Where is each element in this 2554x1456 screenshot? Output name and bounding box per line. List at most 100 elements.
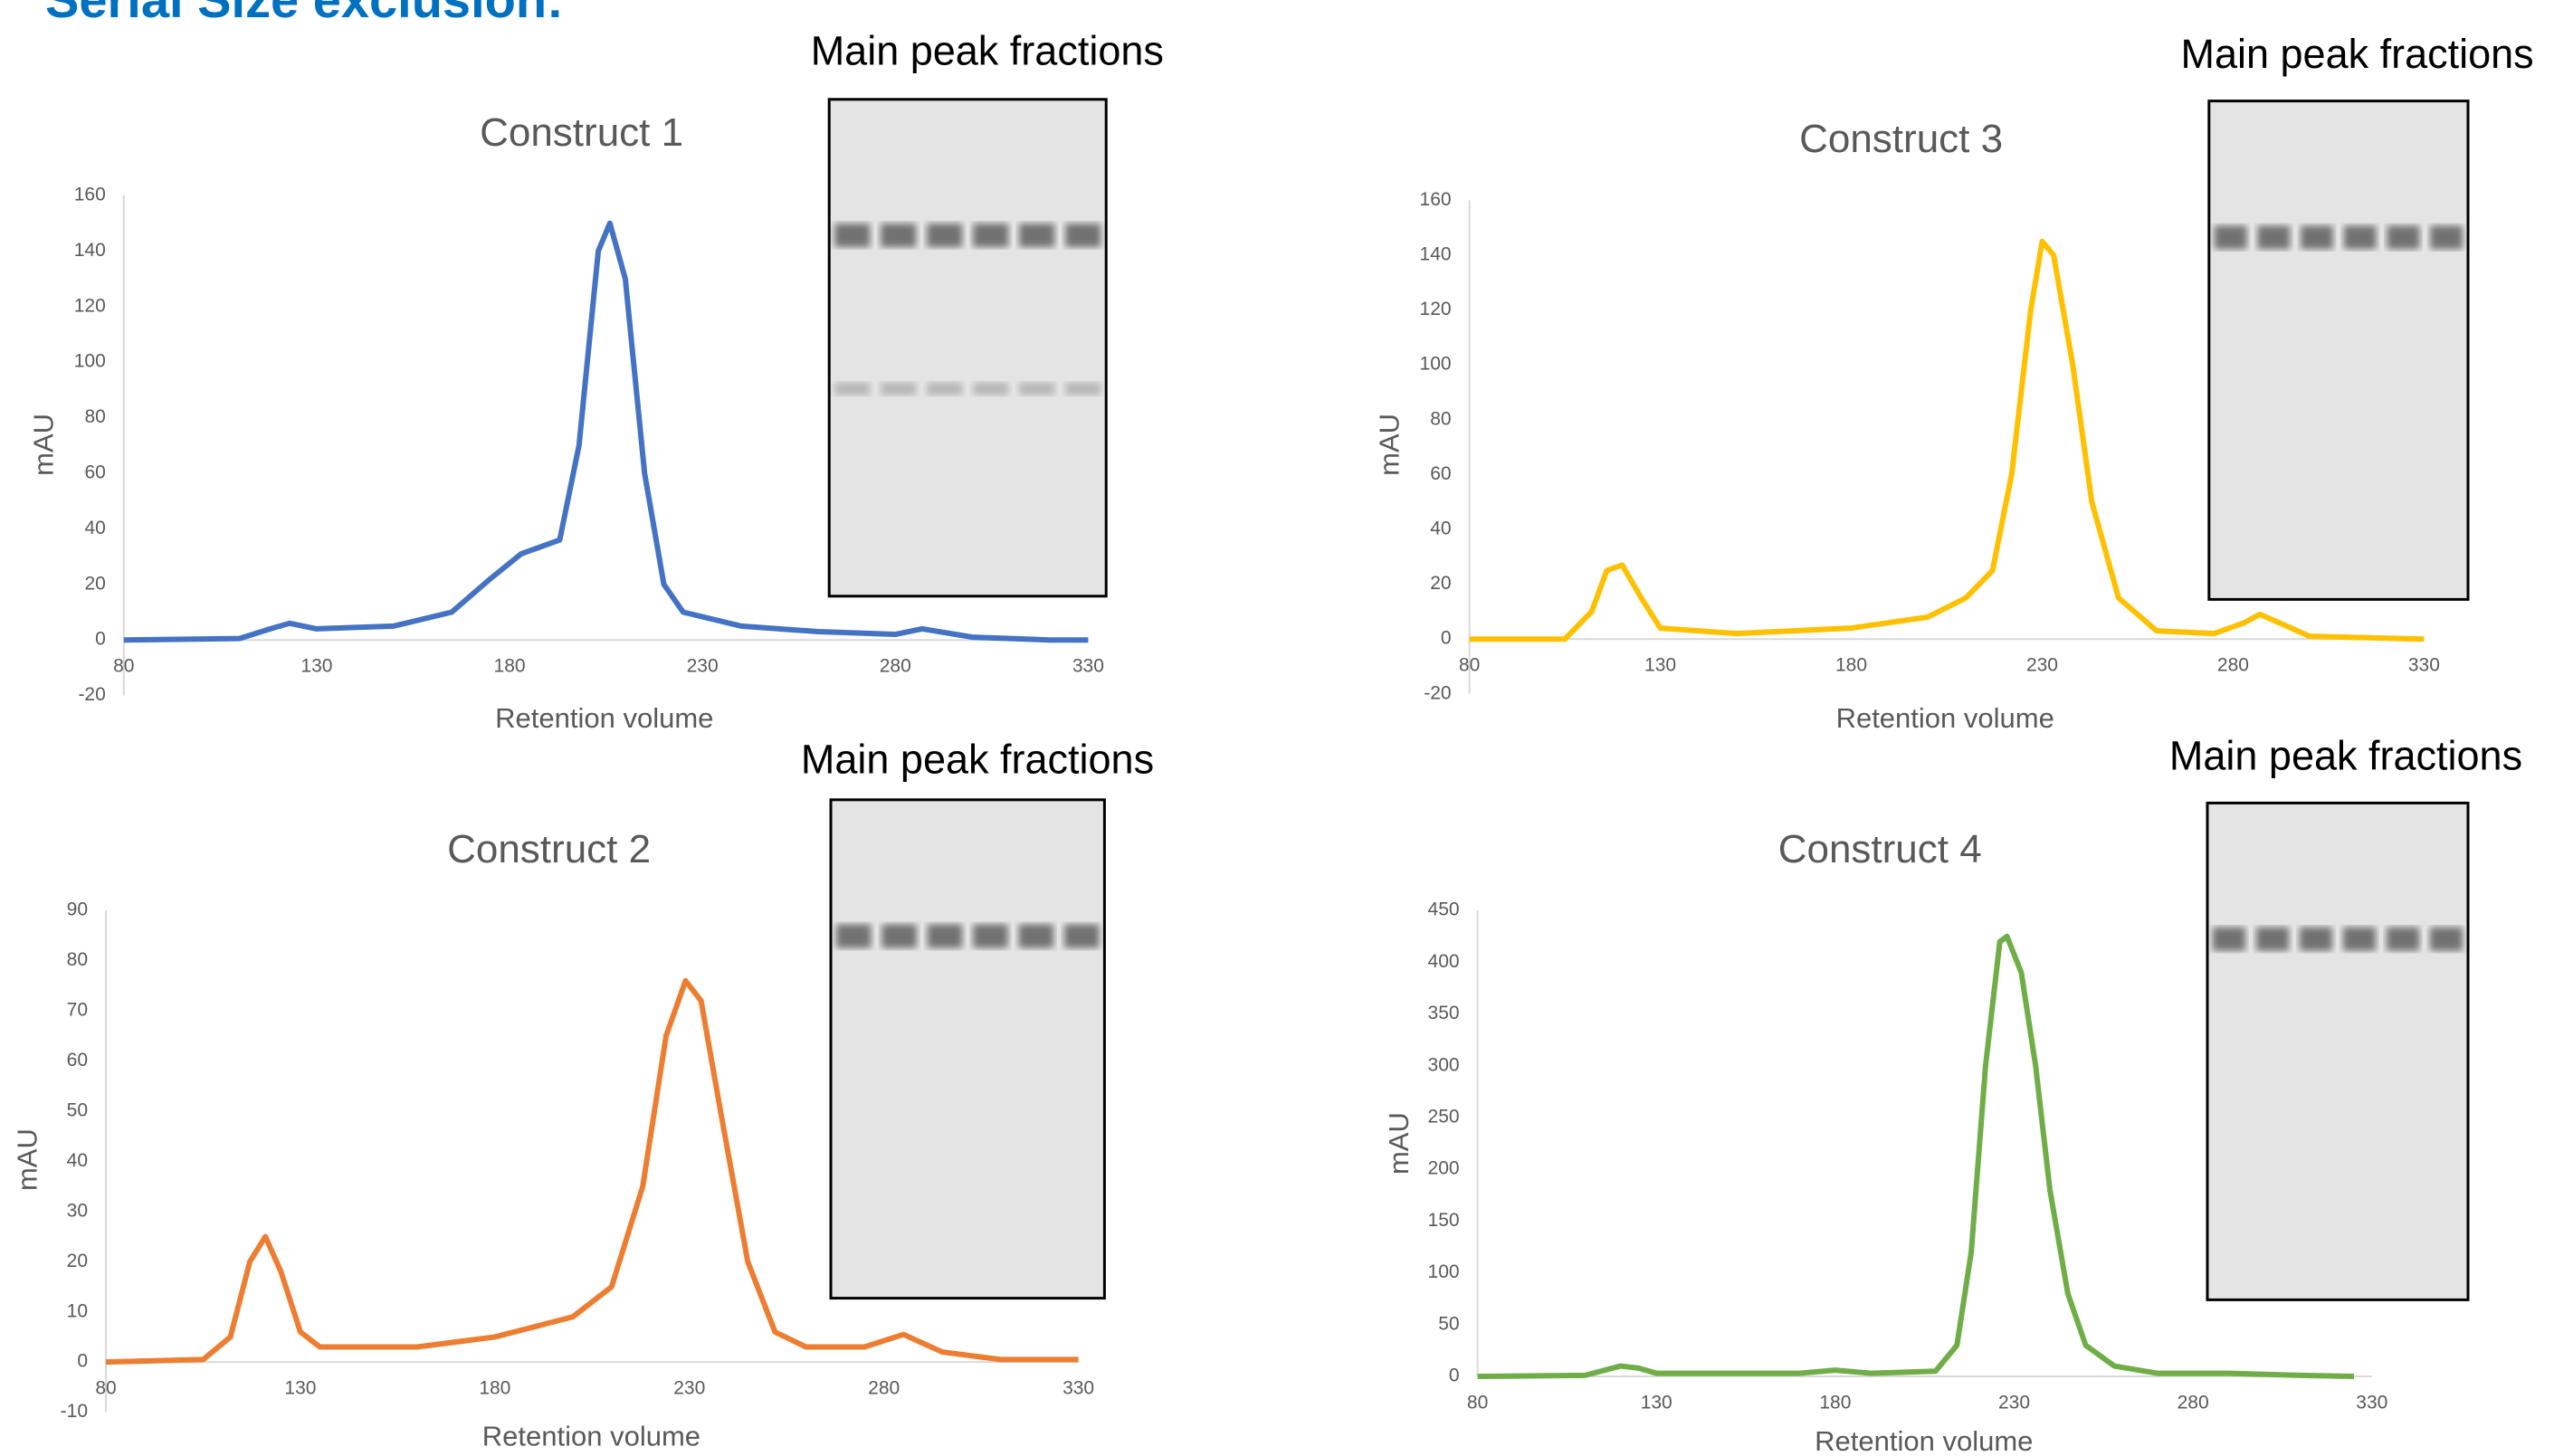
y-tick-label: 0 (1449, 1366, 1460, 1386)
y-tick-label: 0 (1441, 628, 1452, 649)
y-tick-label: 20 (1430, 573, 1451, 594)
x-axis-title: Retention volume (1815, 1425, 2033, 1456)
gel-band (2387, 928, 2419, 951)
x-tick-label: 80 (95, 1378, 116, 1399)
x-tick-label: 230 (1998, 1393, 2030, 1413)
gel-image (829, 100, 1106, 596)
gel-band (1064, 925, 1099, 948)
y-tick-label: 100 (1428, 1261, 1460, 1282)
slide: Serial Size exclusion: Main peak fractio… (0, 0, 2554, 1456)
y-tick-label: 70 (67, 1000, 88, 1021)
chart-title: Construct 3 (1799, 117, 2003, 161)
gel-band (2300, 928, 2332, 951)
x-tick-label: 130 (284, 1378, 316, 1399)
y-tick-label: 0 (77, 1351, 88, 1372)
gel-annotation: Main peak fractions (2180, 31, 2533, 77)
y-tick-label: 150 (1428, 1210, 1460, 1231)
y-tick-label: 350 (1428, 1003, 1460, 1023)
gel-band (882, 925, 916, 948)
y-tick-label: 60 (84, 462, 105, 483)
gel-image (2207, 803, 2468, 1299)
x-tick-label: 80 (1467, 1393, 1488, 1413)
x-tick-label: 280 (880, 656, 911, 677)
gel-band (834, 224, 870, 247)
y-tick-label: -10 (61, 1401, 88, 1422)
gel-band (881, 383, 916, 395)
x-tick-label: 280 (868, 1378, 900, 1399)
y-tick-label: 90 (67, 899, 88, 920)
x-tick-label: 80 (1459, 655, 1480, 676)
gel-band (973, 383, 1008, 395)
x-tick-label: 80 (113, 656, 134, 677)
gel-image (831, 800, 1104, 1299)
gel-band (834, 383, 870, 395)
y-tick-label: 20 (84, 573, 105, 594)
gel-band (2343, 928, 2376, 951)
x-tick-label: 180 (1835, 655, 1867, 676)
gel-annotation: Main peak fractions (801, 736, 1154, 782)
x-tick-label: 230 (2026, 655, 2058, 676)
x-tick-label: 330 (2408, 655, 2440, 676)
gel-band (2301, 225, 2333, 249)
x-tick-label: 180 (1819, 1393, 1851, 1413)
y-tick-label: 60 (67, 1050, 88, 1071)
gel-band (881, 224, 916, 247)
y-axis-title: mAU (12, 1128, 43, 1191)
gel-band (928, 925, 962, 948)
gel-band (2430, 225, 2463, 249)
y-tick-label: 120 (1420, 299, 1452, 319)
gel-band (973, 925, 1007, 948)
y-tick-label: 50 (67, 1100, 88, 1121)
y-tick-label: 20 (67, 1251, 88, 1271)
x-tick-label: 280 (2178, 1393, 2209, 1413)
y-tick-label: 140 (1420, 244, 1452, 265)
y-tick-label: 160 (1420, 189, 1452, 210)
chart-title: Construct 4 (1778, 827, 1982, 871)
y-tick-label: -20 (1424, 682, 1451, 703)
gel-band (2215, 225, 2247, 249)
y-axis-title: mAU (1373, 414, 1405, 476)
y-tick-label: 40 (67, 1150, 88, 1171)
chart-title: Construct 2 (447, 827, 651, 871)
gel-band (2387, 225, 2420, 249)
x-axis-title: Retention volume (1836, 702, 2054, 734)
y-tick-label: 100 (1420, 354, 1452, 375)
gel-band (973, 224, 1008, 247)
x-tick-label: 330 (2356, 1393, 2387, 1413)
gel-band (2258, 225, 2291, 249)
y-tick-label: 10 (67, 1300, 88, 1321)
y-tick-label: 450 (1428, 899, 1460, 920)
x-tick-label: 230 (673, 1378, 705, 1399)
x-tick-label: 180 (479, 1378, 510, 1399)
gel-band (2256, 928, 2289, 951)
y-tick-label: 250 (1428, 1107, 1460, 1128)
y-tick-label: 30 (67, 1200, 88, 1221)
x-axis-title: Retention volume (482, 1421, 700, 1452)
gel-band (927, 383, 962, 395)
y-tick-label: 120 (74, 295, 106, 316)
y-tick-label: 80 (84, 406, 105, 427)
y-tick-label: 40 (1430, 519, 1451, 539)
y-tick-label: 80 (67, 949, 88, 970)
x-tick-label: 330 (1063, 1378, 1094, 1399)
y-tick-label: 40 (84, 518, 105, 538)
x-tick-label: 130 (300, 656, 332, 677)
y-tick-label: 160 (74, 185, 106, 205)
y-tick-label: 60 (1430, 463, 1451, 484)
gel-band (2213, 928, 2245, 951)
gel-band (836, 925, 871, 948)
y-tick-label: 50 (1438, 1313, 1459, 1334)
gel-band (1065, 383, 1101, 395)
gel-band (927, 224, 962, 247)
y-tick-label: 300 (1428, 1054, 1460, 1075)
y-axis-title: mAU (28, 414, 60, 476)
slide-title: Serial Size exclusion: (45, 0, 564, 28)
x-tick-label: 330 (1072, 656, 1104, 677)
y-tick-label: 200 (1428, 1158, 1460, 1179)
gel-annotation: Main peak fractions (2169, 733, 2522, 779)
x-tick-label: 180 (494, 656, 526, 677)
gel-band (2344, 225, 2377, 249)
gel-band (1065, 224, 1101, 247)
x-tick-label: 280 (2217, 655, 2249, 676)
gel-image (2209, 101, 2468, 600)
